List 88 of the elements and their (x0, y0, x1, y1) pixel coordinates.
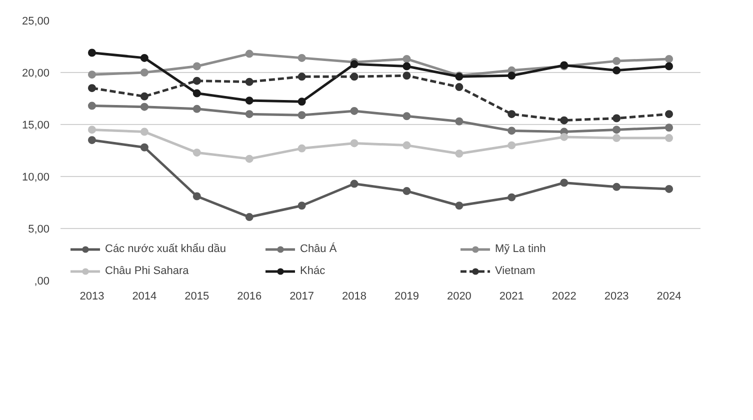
point (245, 213, 254, 222)
point (88, 48, 96, 57)
point (140, 92, 148, 100)
point (560, 116, 568, 124)
point (560, 132, 568, 141)
y-tick-label: 10,00 (22, 172, 50, 184)
point (402, 62, 411, 70)
point (665, 54, 674, 63)
legend-label: Khác (300, 264, 326, 278)
point (612, 57, 621, 66)
point (140, 102, 148, 111)
point (298, 98, 306, 106)
point (140, 54, 148, 62)
x-tick-label: 2020 (446, 290, 472, 302)
point (88, 136, 96, 144)
x-tick-label: 2024 (656, 290, 682, 302)
y-tick-label: 5,00 (28, 224, 50, 236)
point (192, 76, 201, 85)
point (298, 202, 306, 210)
point (455, 202, 464, 210)
point (350, 106, 358, 115)
point (560, 178, 568, 187)
point (88, 70, 96, 79)
point (140, 143, 148, 152)
point (192, 89, 201, 98)
x-tick-label: 2018 (342, 290, 367, 302)
legend-label: Vietnam (495, 264, 536, 278)
point (88, 102, 96, 110)
x-tick-label: 2014 (132, 290, 157, 302)
point (140, 128, 148, 136)
point (298, 144, 306, 152)
y-tick-label: 25,00 (22, 16, 50, 28)
point (88, 84, 96, 92)
point (402, 54, 411, 63)
point (402, 141, 411, 150)
point (245, 50, 254, 58)
x-tick-label: 2017 (290, 290, 314, 302)
point (192, 192, 201, 200)
x-tick-label: 2013 (80, 290, 104, 302)
point (350, 72, 358, 81)
y-tick-label: ,00 (34, 276, 50, 288)
x-tick-label: 2016 (237, 290, 262, 302)
point (245, 96, 254, 105)
point (350, 180, 358, 188)
legend-label: Mỹ La tinh (495, 242, 547, 256)
x-tick-label: 2015 (184, 290, 210, 302)
point (665, 134, 674, 142)
point (192, 148, 201, 157)
point (508, 126, 516, 135)
point (350, 139, 358, 148)
point (455, 150, 464, 158)
point (665, 124, 674, 132)
x-tick-label: 2022 (552, 290, 576, 302)
point (455, 83, 464, 92)
point (402, 187, 411, 196)
point (665, 184, 674, 193)
x-tick-label: 2021 (499, 290, 524, 302)
point (245, 78, 254, 86)
point (245, 154, 254, 163)
point (192, 104, 201, 113)
point (612, 66, 621, 74)
x-tick-label: 2019 (394, 290, 419, 302)
point (298, 72, 306, 81)
legend-label: Các nước xuất khẩu dầu (105, 242, 227, 256)
y-tick-label: 15,00 (22, 120, 50, 132)
point (402, 72, 411, 80)
point (508, 193, 516, 202)
point (508, 72, 516, 80)
point (298, 54, 306, 62)
point (245, 110, 254, 118)
legend-label: Châu Á (300, 242, 338, 256)
point (612, 126, 621, 134)
point (402, 112, 411, 120)
point (455, 117, 464, 126)
y-tick-label: 20,00 (22, 68, 50, 80)
point (612, 182, 621, 191)
point (140, 68, 148, 76)
point (612, 114, 621, 122)
point (298, 111, 306, 120)
x-tick-label: 2023 (604, 290, 629, 302)
point (612, 134, 621, 142)
point (665, 62, 674, 70)
point (665, 110, 674, 118)
point (508, 141, 516, 150)
point (192, 62, 201, 70)
point (88, 126, 96, 134)
legend-label: Châu Phi Sahara (105, 264, 190, 278)
point (508, 110, 516, 118)
